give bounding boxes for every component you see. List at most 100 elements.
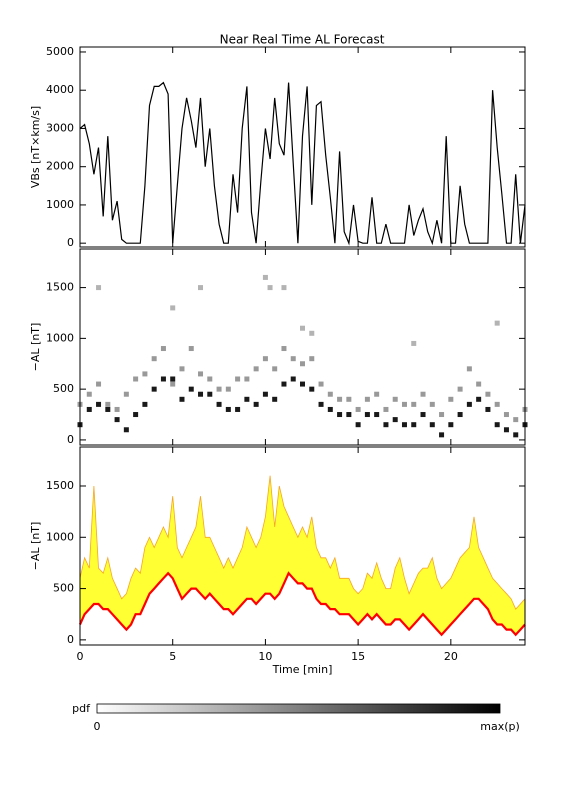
y-tick-label: 4000 (46, 83, 74, 96)
density-cell (225, 406, 231, 412)
frame (79, 46, 526, 248)
y-tick-label: 1500 (46, 281, 74, 294)
density-cell (411, 422, 417, 428)
density-cell (448, 422, 454, 428)
density-cell (513, 432, 519, 438)
density-cell (337, 412, 343, 418)
density-cell (262, 274, 268, 280)
density-cell (429, 422, 435, 428)
density-cell (198, 391, 204, 397)
density-cell (179, 366, 185, 372)
density-cell (374, 391, 380, 397)
density-cell (133, 376, 139, 382)
y-tick-label: 5000 (46, 45, 74, 58)
median-line (78, 571, 526, 637)
density-cell (216, 386, 222, 392)
density-cell (207, 376, 213, 382)
density-cell (96, 401, 102, 407)
density-cell (355, 422, 361, 428)
y-tick-label: 0 (67, 236, 74, 249)
density-cell (383, 406, 389, 412)
density-cell (439, 412, 445, 418)
density-cell (401, 401, 407, 407)
density-cell (281, 346, 287, 352)
y-tick-label: 0 (67, 433, 74, 446)
density-cell (244, 396, 250, 402)
density-cell (466, 366, 472, 372)
density-cell (262, 391, 268, 397)
y-tick-label: 500 (53, 582, 74, 595)
density-cell (513, 417, 519, 423)
density-cell (494, 401, 500, 407)
chart-title: Near Real Time AL Forecast (220, 33, 385, 47)
x-axis-label: Time [min] (272, 663, 333, 676)
density-cell (411, 401, 417, 407)
density-cell (281, 285, 287, 291)
density-cell (114, 406, 120, 412)
density-cell (346, 396, 352, 402)
density-cell (272, 366, 278, 372)
density-cell (439, 432, 445, 438)
density-cell (96, 285, 102, 291)
density-cell (383, 422, 389, 428)
density-cell (253, 366, 259, 372)
density-cell (476, 381, 482, 387)
density-cell (235, 376, 241, 382)
density-cell (281, 381, 287, 387)
density-cell (337, 396, 343, 402)
panel (78, 475, 526, 637)
density-cell (198, 285, 204, 291)
density-cell (170, 376, 176, 382)
x-tick-label: 20 (444, 650, 458, 663)
density-cell (448, 396, 454, 402)
density-cell (300, 361, 305, 367)
density-cell (105, 401, 111, 407)
density-cell (309, 386, 315, 392)
density-cell (188, 386, 194, 392)
panel (77, 274, 528, 438)
y-axis-label: VBs [nT×km/s] (29, 106, 42, 188)
density-cell (476, 396, 482, 402)
density-cell (364, 396, 370, 402)
colorbar-label: pdf (72, 702, 91, 715)
density-cell (262, 356, 268, 362)
x-tick-label: 5 (169, 650, 176, 663)
density-cell (503, 427, 509, 433)
y-tick-label: 1500 (46, 479, 74, 492)
density-cell (151, 356, 157, 362)
forecast-band (80, 475, 525, 635)
density-cell (401, 422, 407, 428)
y-axis-label: −AL [nT] (29, 323, 42, 372)
density-cell (290, 376, 296, 382)
density-cell (123, 391, 129, 397)
density-cell (503, 412, 509, 418)
density-cell (429, 401, 435, 407)
density-cell (235, 406, 241, 412)
density-cell (207, 391, 213, 397)
density-cell (216, 401, 222, 407)
density-cell (225, 386, 231, 392)
y-tick-label: 3000 (46, 121, 74, 134)
density-cell (392, 396, 398, 402)
density-cell (267, 285, 273, 291)
density-cell (86, 391, 92, 397)
density-cell (142, 401, 148, 407)
density-cell (485, 391, 491, 397)
density-cell (327, 406, 333, 412)
density-cell (346, 412, 352, 418)
density-cell (96, 381, 102, 387)
frame (79, 446, 526, 646)
y-tick-label: 0 (67, 633, 74, 646)
colorbar-min: 0 (94, 720, 101, 733)
density-cell (179, 396, 185, 402)
density-cell (420, 412, 426, 418)
density-cell (457, 386, 463, 392)
density-cell (318, 401, 324, 407)
density-cell (160, 346, 166, 352)
density-cell (272, 396, 278, 402)
density-cell (198, 371, 204, 377)
frame (79, 248, 526, 446)
density-cell (309, 356, 315, 362)
